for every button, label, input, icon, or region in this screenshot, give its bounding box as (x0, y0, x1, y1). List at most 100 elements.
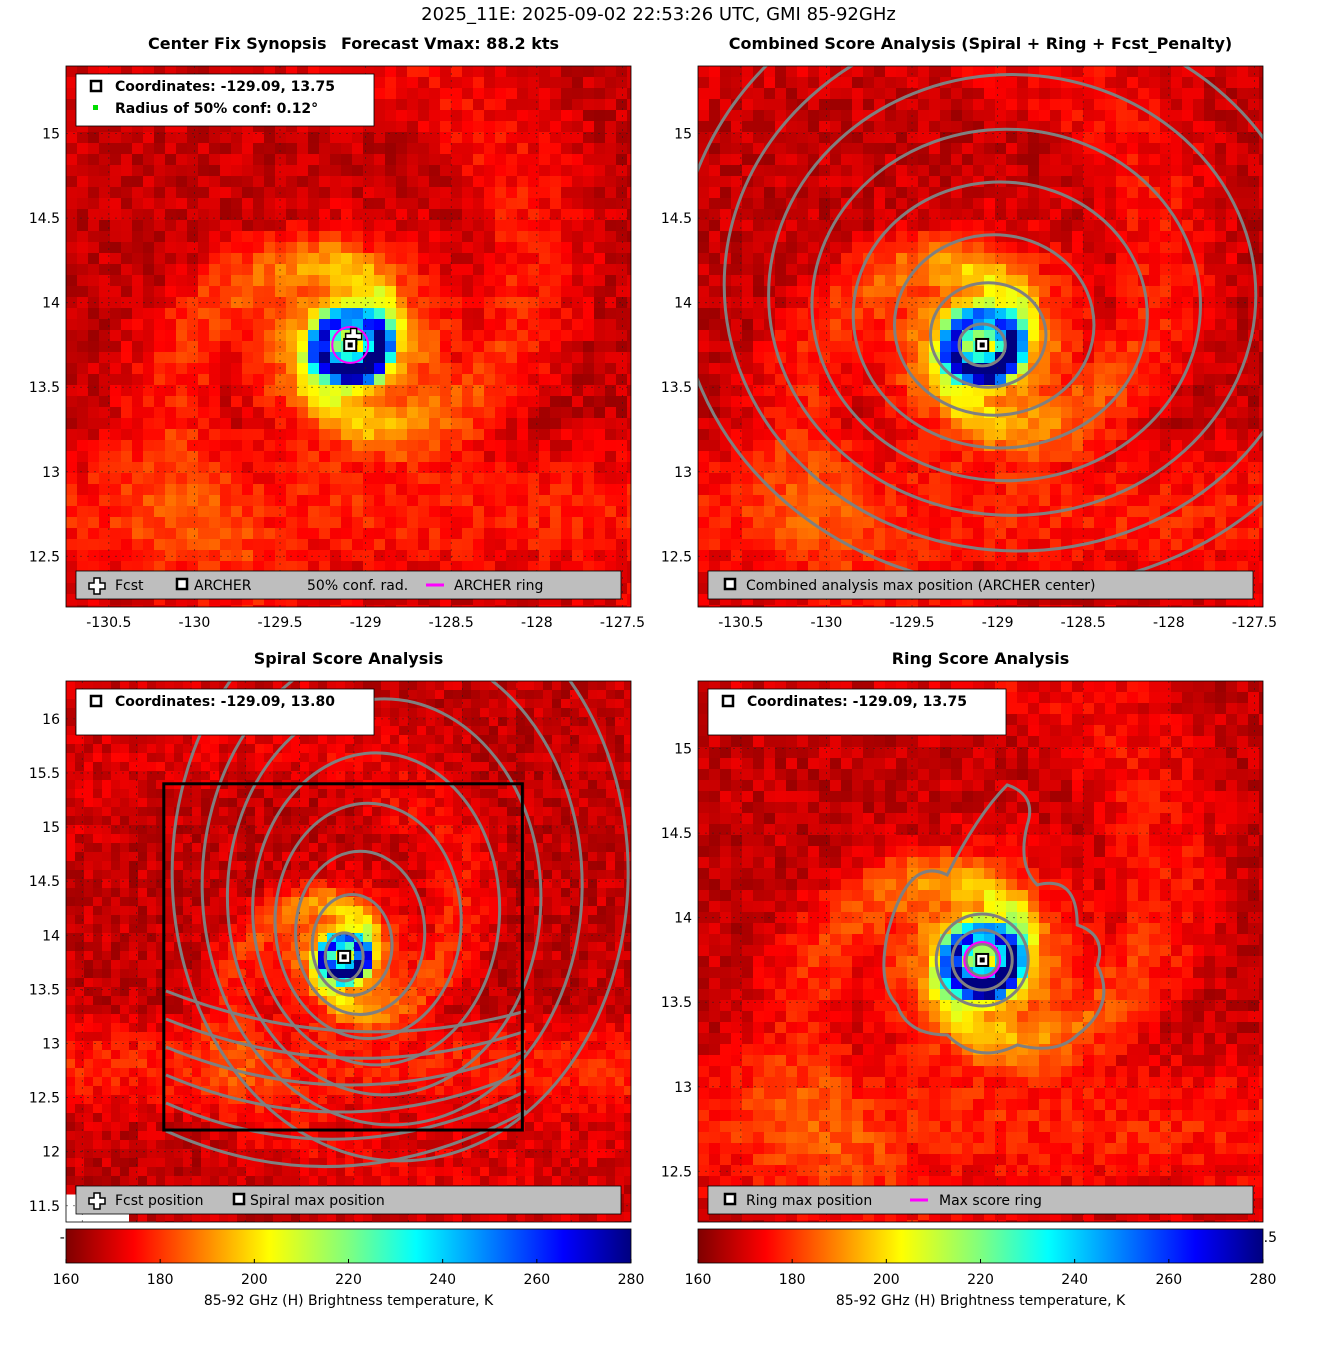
legend-box (75, 570, 622, 600)
contour-line (882, 783, 1106, 1055)
y-tick-label: 13 (42, 465, 60, 481)
x-tick-label: -129.5 (889, 615, 934, 631)
contour-line (957, 322, 1007, 368)
center-marker-dot (979, 342, 985, 348)
y-tick-label: 14.5 (661, 826, 692, 842)
legend-fcst-icon (88, 1192, 106, 1210)
colorbar-tick-label: 180 (779, 1272, 806, 1288)
y-tick-label: 11.5 (29, 1199, 60, 1215)
contour-line (964, 942, 1000, 978)
colorbar-tick-label: 180 (147, 1272, 174, 1288)
contour-line (810, 127, 1202, 483)
y-tick-label: 14.5 (661, 211, 692, 227)
info-box (75, 73, 375, 127)
figure-title: 2025_11E: 2025-09-02 22:53:26 UTC, GMI 8… (421, 4, 896, 25)
legend-label: Max score ring (939, 1193, 1042, 1209)
panel-title: Center Fix Synopsis (148, 34, 327, 53)
contour-line (950, 928, 1014, 992)
contour-line (165, 1017, 527, 1060)
x-tick-label: -129.5 (257, 615, 302, 631)
center-marker-dot (979, 957, 985, 963)
y-tick-label: 13.5 (29, 982, 60, 998)
y-tick-label: 13.5 (661, 995, 692, 1011)
search-box (162, 782, 524, 1132)
panel-title: Spiral Score Analysis (254, 649, 444, 668)
coord-marker-icon (89, 694, 103, 708)
colorbar-label: 85-92 GHz (H) Brightness temperature, K (836, 1293, 1126, 1309)
panel-combined: -130.5 -130 -129.5 -129 -128.5 -128 -127.5 12.5… (661, 34, 1277, 631)
contour-line (928, 281, 1048, 389)
axes-frame (697, 65, 1264, 608)
legend-label: ARCHER ring (454, 578, 543, 594)
center-marker-dot (347, 342, 353, 348)
grid-lines (698, 681, 1263, 1222)
archer-ring (963, 940, 1002, 979)
colorbar-tick-label: 260 (1155, 1272, 1182, 1288)
info-line: Coordinates: -129.09, 13.75 (115, 79, 335, 95)
colorbar-tick-label: 280 (618, 1272, 645, 1288)
y-tick-label: 12.5 (661, 1164, 692, 1180)
info-line: Coordinates: -129.09, 13.80 (115, 694, 335, 710)
center-marker-dot (341, 954, 347, 960)
info-line: Radius of 50% conf: 0.12° (115, 101, 318, 117)
colorbar-tick-label: 220 (967, 1272, 994, 1288)
contour-line (310, 893, 394, 997)
contour-line (323, 931, 365, 983)
axes-frame (65, 680, 632, 1223)
contours (882, 783, 1106, 1055)
y-tick-label: 12.5 (29, 549, 60, 565)
y-tick-label: 14.5 (29, 211, 60, 227)
y-tick-label: 12.5 (29, 1091, 60, 1107)
coord-marker-icon (721, 694, 735, 708)
x-tick-label: -128.5 (429, 615, 474, 631)
y-tick-label: 13.5 (29, 380, 60, 396)
y-tick-label: 15 (674, 742, 692, 758)
colorbar-gradient (697, 1228, 1264, 1264)
legend-ring-max-icon (723, 1192, 737, 1206)
panel-spiral: -131.5-131-130.5-130-129.5-129-128.5-128… (29, 649, 632, 1246)
contour-line (200, 681, 584, 1127)
colorbar-tick-label: 200 (873, 1272, 900, 1288)
contour-line (851, 180, 1149, 450)
contour-line (934, 912, 1030, 1008)
y-tick-label: 16 (42, 712, 60, 728)
y-tick-label: 12 (42, 1145, 60, 1161)
y-tick-label: 14 (42, 296, 60, 312)
legend-archer-icon (175, 577, 189, 591)
x-tick-label: -127.5 (600, 615, 645, 631)
x-tick-label: -128 (1153, 615, 1185, 631)
contours (165, 681, 630, 1169)
contour-line (165, 1045, 527, 1087)
contour-line (165, 1069, 527, 1114)
contour-line (722, 66, 1263, 553)
legend-box (707, 570, 1254, 600)
legend-box (707, 1185, 1254, 1215)
y-tick-label: 14 (674, 911, 692, 927)
contour-line (165, 1109, 527, 1169)
x-tick-label: -128.5 (1061, 615, 1106, 631)
axes-frame (697, 680, 1264, 1223)
contour-line (767, 73, 1258, 517)
colorbar-tick-label: 160 (53, 1272, 80, 1288)
info-box (707, 688, 1007, 736)
axes-frame (65, 65, 632, 608)
colorbar-label: 85-92 GHz (H) Brightness temperature, K (204, 1293, 494, 1309)
contour-line (170, 681, 630, 1163)
info-box (75, 688, 375, 736)
contour-line (273, 801, 463, 1041)
x-tick-label: -130.5 (718, 615, 763, 631)
x-tick-label: -128 (521, 615, 553, 631)
colorbar-gradient (65, 1228, 632, 1264)
colorbar: 160 180 200 220 240 260 280 85-92 GHz (H) Brigh… (53, 1228, 645, 1309)
legend-spiral-icon (232, 1192, 246, 1206)
x-tick-label: -129 (982, 615, 1014, 631)
contour-line (165, 989, 527, 1034)
y-tick-label: 15 (42, 127, 60, 143)
panel-title: Combined Score Analysis (Spiral + Ring +… (729, 34, 1232, 53)
legend-label: Fcst (115, 578, 144, 594)
y-tick-label: 15.5 (29, 766, 60, 782)
grid-lines (698, 66, 1263, 607)
x-tick-label: -129 (350, 615, 382, 631)
info-line: Coordinates: -129.09, 13.75 (747, 694, 967, 710)
legend-center-icon (723, 577, 737, 591)
